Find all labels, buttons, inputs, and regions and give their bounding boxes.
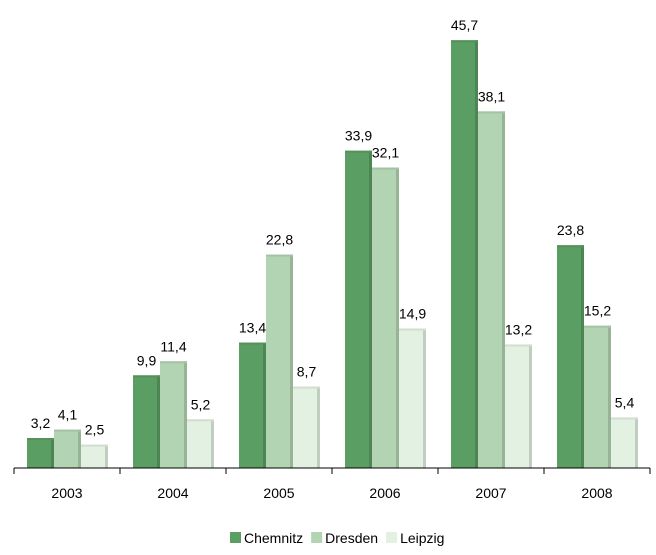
bar-dresden-2007 — [478, 111, 505, 468]
bar-leipzig-2005 — [293, 386, 320, 468]
data-label-dresden-2003: 4,1 — [58, 407, 78, 423]
bar-dresden-2003 — [54, 429, 81, 468]
bar-shade-chemnitz-2008 — [581, 245, 584, 468]
bar-chemnitz-2007 — [451, 40, 478, 469]
bar-chemnitz-2006 — [345, 150, 372, 469]
bar-top-chemnitz-2004 — [133, 375, 160, 378]
data-label-dresden-2005: 22,8 — [266, 232, 293, 248]
bar-shade-leipzig-2006 — [423, 328, 426, 468]
x-tick-label-2004: 2004 — [157, 485, 188, 501]
bar-shade-leipzig-2005 — [317, 386, 320, 468]
bar-top-dresden-2007 — [478, 111, 505, 114]
bar-dresden-2004 — [160, 361, 187, 468]
data-label-chemnitz-2006: 33,9 — [345, 128, 372, 144]
bar-top-leipzig-2008 — [611, 417, 638, 420]
data-label-dresden-2004: 11,4 — [160, 338, 186, 354]
bar-top-chemnitz-2008 — [557, 245, 584, 248]
legend-label-chemnitz: Chemnitz — [244, 530, 303, 546]
bars — [27, 40, 638, 469]
bar-top-dresden-2003 — [54, 429, 81, 432]
legend-swatch-leipzig — [386, 532, 398, 543]
bar-shade-dresden-2007 — [502, 111, 505, 468]
bar-shade-dresden-2003 — [78, 429, 81, 468]
bar-chemnitz-2008 — [557, 245, 584, 468]
data-label-dresden-2008: 15,2 — [584, 303, 611, 319]
data-label-chemnitz-2005: 13,4 — [239, 320, 266, 336]
data-label-chemnitz-2007: 45,7 — [451, 17, 478, 33]
bar-shade-chemnitz-2004 — [157, 375, 160, 468]
data-label-leipzig-2007: 13,2 — [505, 321, 532, 337]
legend-swatch-chemnitz — [230, 532, 241, 543]
bar-top-chemnitz-2006 — [345, 150, 372, 153]
bar-shade-dresden-2008 — [608, 325, 611, 468]
bar-top-chemnitz-2005 — [239, 342, 266, 345]
bar-top-dresden-2005 — [266, 254, 293, 257]
bar-top-leipzig-2007 — [505, 344, 532, 347]
bar-top-chemnitz-2003 — [27, 438, 54, 441]
bar-shade-dresden-2005 — [290, 254, 293, 468]
data-label-leipzig-2005: 8,7 — [297, 364, 317, 380]
data-label-chemnitz-2008: 23,8 — [557, 222, 584, 238]
legend: Chemnitz Dresden Leipzig — [230, 530, 444, 546]
data-label-leipzig-2003: 2,5 — [85, 422, 105, 438]
bar-leipzig-2006 — [399, 328, 426, 468]
bar-top-dresden-2008 — [584, 325, 611, 328]
bar-chemnitz-2004 — [133, 375, 160, 468]
data-label-dresden-2007: 38,1 — [478, 88, 505, 104]
bar-top-chemnitz-2007 — [451, 40, 478, 43]
legend-label-leipzig: Leipzig — [400, 530, 444, 546]
bar-top-leipzig-2006 — [399, 328, 426, 331]
bar-shade-chemnitz-2003 — [51, 438, 54, 468]
bar-leipzig-2007 — [505, 344, 532, 468]
bar-shade-chemnitz-2005 — [263, 342, 266, 468]
bar-shade-chemnitz-2007 — [475, 40, 478, 469]
bar-top-leipzig-2005 — [293, 386, 320, 389]
bar-leipzig-2004 — [187, 419, 214, 468]
bar-shade-dresden-2006 — [396, 167, 399, 468]
data-label-leipzig-2008: 5,4 — [615, 394, 635, 410]
bar-dresden-2008 — [584, 325, 611, 468]
bar-top-dresden-2006 — [372, 167, 399, 170]
data-label-dresden-2006: 32,1 — [372, 145, 399, 161]
bar-leipzig-2008 — [611, 417, 638, 468]
x-tick-label-2005: 2005 — [263, 485, 294, 501]
bar-top-leipzig-2003 — [81, 444, 108, 447]
data-label-chemnitz-2004: 9,9 — [137, 352, 157, 368]
bar-shade-leipzig-2008 — [635, 417, 638, 468]
bar-shade-leipzig-2007 — [529, 344, 532, 468]
x-tick-label-2003: 2003 — [51, 485, 82, 501]
bar-leipzig-2003 — [81, 444, 108, 468]
bar-shade-chemnitz-2006 — [369, 150, 372, 469]
bar-chemnitz-2003 — [27, 438, 54, 468]
bar-shade-leipzig-2003 — [105, 444, 108, 468]
bar-dresden-2005 — [266, 254, 293, 468]
data-label-leipzig-2006: 14,9 — [399, 306, 426, 322]
bar-dresden-2006 — [372, 167, 399, 468]
legend-swatch-dresden — [311, 532, 323, 543]
x-tick-label-2006: 2006 — [369, 485, 400, 501]
data-labels: 3,2 4,1 2,5 9,911,4 5,2 13,4 22,8 8,7 33,932,1 14… — [31, 17, 635, 437]
legend-label-dresden: Dresden — [325, 530, 378, 546]
x-tick-label-2007: 2007 — [475, 485, 506, 501]
bar-shade-dresden-2004 — [184, 361, 187, 468]
bar-top-dresden-2004 — [160, 361, 187, 364]
data-label-chemnitz-2003: 3,2 — [31, 415, 51, 431]
data-label-leipzig-2004: 5,2 — [191, 396, 211, 412]
x-tick-label-2008: 2008 — [581, 485, 612, 501]
x-axis: 2003 2004 2005 2006 2007 2008 — [13, 467, 651, 501]
bar-chemnitz-2005 — [239, 342, 266, 468]
bar-top-leipzig-2004 — [187, 419, 214, 422]
bar-shade-leipzig-2004 — [211, 419, 214, 468]
